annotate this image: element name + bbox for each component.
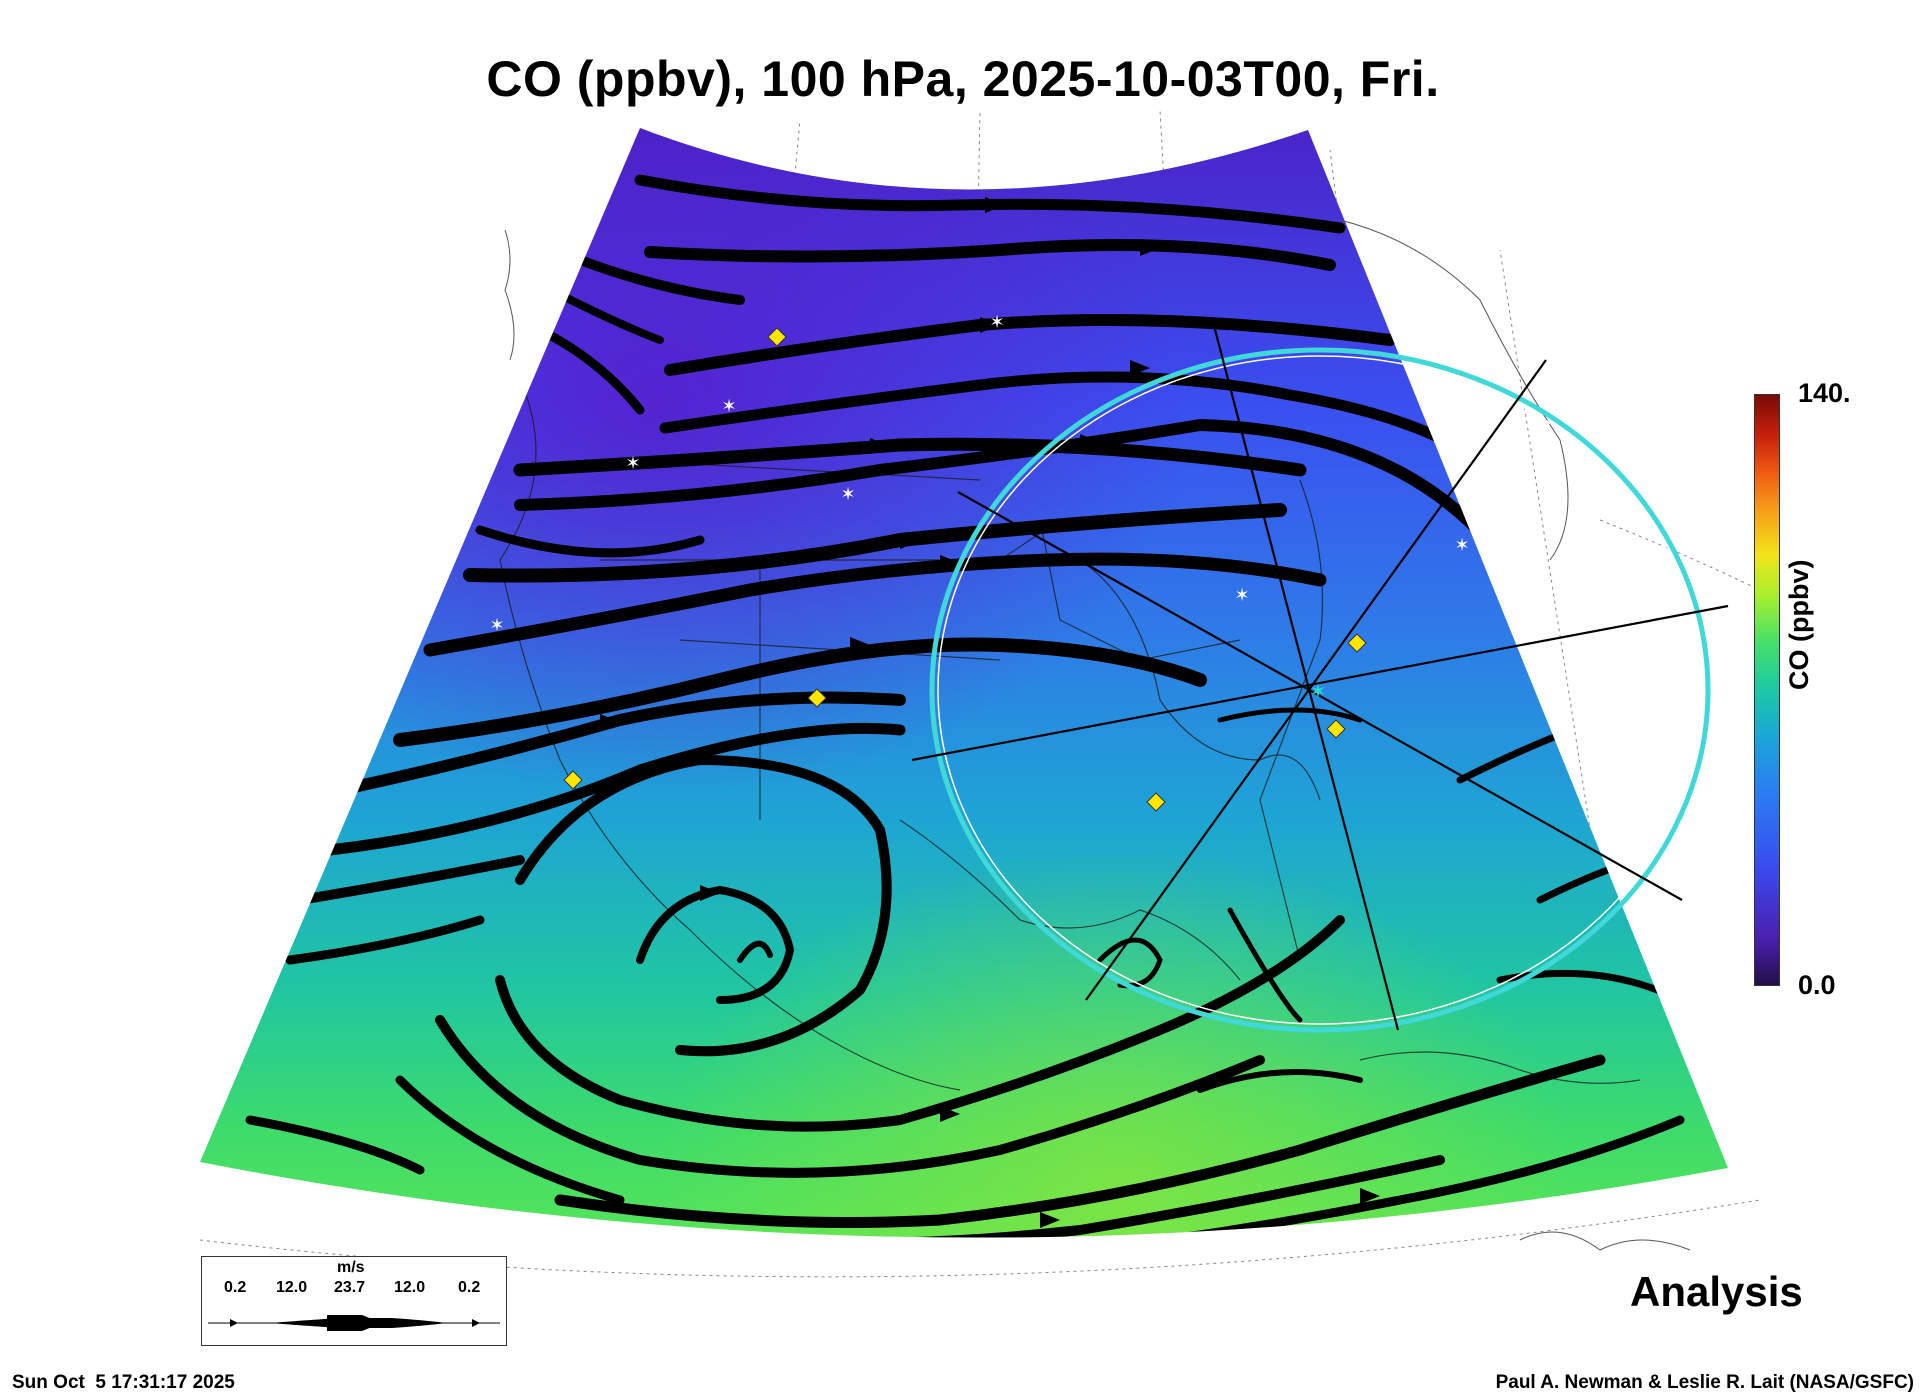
range-ring	[929, 347, 1711, 1033]
legend-tick: 12.0	[394, 1279, 426, 1296]
diamond-markers	[563, 327, 1367, 812]
footer-timestamp: Sun Oct 5 17:31:17 2025	[12, 1372, 235, 1393]
center-marker: ✶	[1310, 679, 1327, 703]
map-title: CO (ppbv), 100 hPa, 2025-10-03T00, Fri.	[486, 51, 1440, 107]
radial-lines	[911, 317, 1729, 1031]
colorbar-min-label: 0.0	[1798, 970, 1836, 1000]
station-diamond-marker	[807, 688, 827, 708]
station-diamond-marker	[563, 770, 583, 790]
svg-text:✶: ✶	[1310, 679, 1327, 703]
legend-tick: 0.2	[224, 1279, 247, 1296]
legend-tick: 0.2	[458, 1279, 481, 1296]
footer-credit: Paul A. Newman & Leslie R. Lait (NASA/GS…	[1495, 1372, 1914, 1393]
legend-tick: 12.0	[276, 1279, 308, 1296]
colorbar-title: CO (ppbv)	[1784, 559, 1814, 690]
star-markers: ✶ ✶ ✶ ✶ ✶ ✶ ✶	[489, 312, 1469, 636]
station-star-marker: ✶	[625, 453, 640, 474]
legend-tick: 23.7	[334, 1279, 366, 1296]
analysis-label: Analysis	[1630, 1268, 1803, 1315]
outer-coastlines	[504, 219, 1691, 1251]
station-diamond-marker	[1326, 719, 1346, 739]
colorbar-max-label: 140.	[1798, 378, 1851, 408]
coastlines	[499, 379, 1641, 1091]
station-diamond-marker	[1347, 633, 1367, 653]
wind-speed-legend: m/s 0.2 12.0 23.7 12.0 0.2	[201, 1256, 507, 1346]
station-star-marker: ✶	[1234, 585, 1249, 606]
stream-arrows	[600, 197, 1380, 1228]
station-diamond-marker	[1146, 792, 1166, 812]
station-diamond-marker	[767, 327, 787, 347]
station-star-marker: ✶	[840, 484, 855, 505]
co-field	[200, 128, 1728, 1238]
colorbar	[1754, 394, 1780, 986]
legend-unit: m/s	[337, 1259, 365, 1276]
station-star-marker: ✶	[721, 396, 736, 417]
station-star-marker: ✶	[489, 615, 504, 636]
legend-arrow-scale	[208, 1315, 500, 1331]
station-star-marker: ✶	[989, 312, 1004, 333]
station-star-marker: ✶	[1454, 535, 1469, 556]
